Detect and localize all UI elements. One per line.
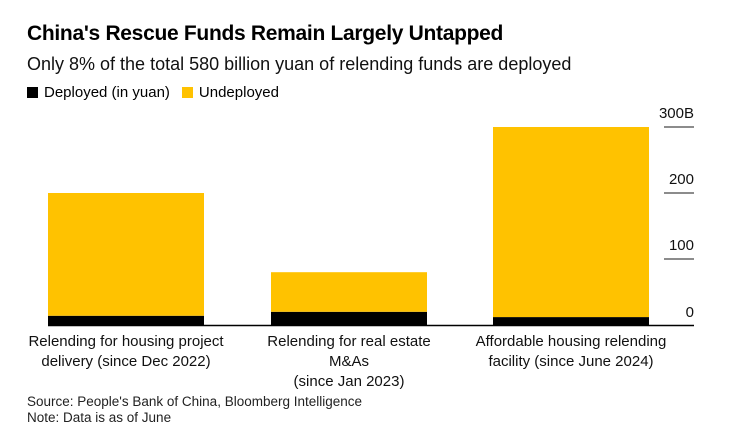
category-label: Affordable housing relending facility (si… bbox=[471, 332, 671, 372]
bar-undeployed-0 bbox=[48, 193, 204, 316]
category-label-line: Relending for real estate M&As bbox=[267, 333, 431, 370]
bar-undeployed-2 bbox=[493, 127, 649, 318]
bar-deployed-0 bbox=[48, 315, 204, 325]
category-label: Relending for housing project delivery (s… bbox=[26, 332, 226, 372]
category-label-line: (since Jan 2023) bbox=[293, 373, 405, 390]
legend-label-undeployed: Undeployed bbox=[198, 84, 279, 101]
bar-deployed-1 bbox=[271, 311, 427, 325]
chart-title: China's Rescue Funds Remain Largely Unta… bbox=[27, 22, 504, 45]
category-label-line: delivery (since Dec 2022) bbox=[41, 353, 211, 370]
y-tick-label: 0 bbox=[686, 304, 694, 321]
legend-swatch-undeployed bbox=[181, 87, 193, 98]
y-tick-label: 300B bbox=[659, 105, 694, 122]
legend-label-deployed: Deployed (in yuan) bbox=[44, 84, 170, 101]
category-label-line: Affordable housing relending bbox=[475, 333, 667, 350]
category-label-line: facility (since June 2024) bbox=[488, 353, 654, 370]
legend-item-deployed: Deployed (in yuan) bbox=[27, 84, 170, 101]
legend-swatch-deployed bbox=[27, 87, 38, 98]
footer: Source: People's Bank of China, Bloomber… bbox=[27, 394, 362, 426]
bar-undeployed-1 bbox=[271, 272, 427, 312]
category-label: Relending for real estate M&As (since Jan… bbox=[249, 332, 449, 392]
y-tick-label: 200 bbox=[669, 171, 694, 188]
bar-deployed-2 bbox=[493, 317, 649, 325]
y-tick-label: 100 bbox=[669, 237, 694, 254]
category-label-line: Relending for housing project bbox=[28, 333, 224, 350]
legend: Deployed (in yuan) Undeployed bbox=[27, 84, 291, 101]
source-note: Source: People's Bank of China, Bloomber… bbox=[27, 394, 363, 409]
legend-item-undeployed: Undeployed bbox=[181, 84, 279, 101]
data-note: Note: Data is as of June bbox=[27, 410, 172, 425]
chart-subtitle: Only 8% of the total 580 billion yuan of… bbox=[27, 54, 572, 74]
